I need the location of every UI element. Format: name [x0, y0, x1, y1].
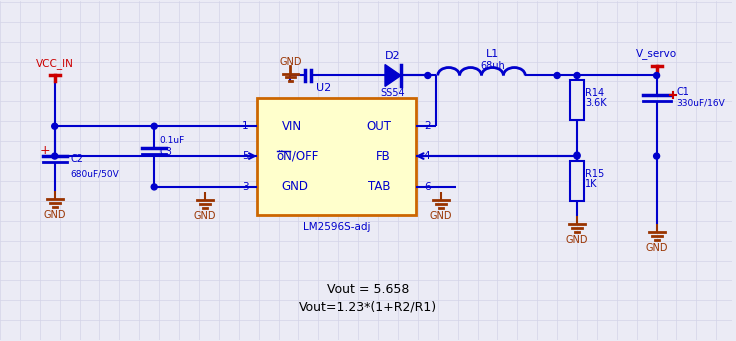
Text: GND: GND [43, 210, 66, 220]
Text: 5: 5 [242, 151, 249, 161]
Text: GND: GND [279, 57, 302, 66]
Text: +: + [40, 144, 50, 157]
Text: 680uF/50V: 680uF/50V [71, 169, 119, 178]
Bar [570, 80, 584, 120]
Circle shape [52, 153, 57, 159]
Circle shape [574, 152, 580, 158]
Circle shape [654, 73, 659, 78]
Text: U2: U2 [316, 84, 332, 93]
Text: 3: 3 [242, 182, 249, 192]
Text: C2: C2 [71, 154, 84, 164]
Text: SS54: SS54 [381, 88, 406, 99]
Circle shape [151, 184, 158, 190]
Text: 3.6K: 3.6K [585, 98, 606, 108]
Text: C3: C3 [159, 147, 172, 157]
Text: ŏN/OFF: ŏN/OFF [277, 150, 319, 163]
Text: 4: 4 [424, 151, 431, 161]
Text: TAB: TAB [369, 180, 391, 193]
Text: 0.1uF: 0.1uF [159, 136, 185, 145]
Polygon shape [385, 64, 401, 86]
Text: Vout = 5.658: Vout = 5.658 [327, 283, 409, 296]
Circle shape [52, 123, 57, 129]
Text: VCC_IN: VCC_IN [36, 58, 74, 69]
Text: R15: R15 [585, 169, 604, 179]
Circle shape [425, 73, 431, 78]
Text: V_servo: V_servo [636, 48, 677, 59]
Bar [257, 98, 416, 215]
Text: 2: 2 [424, 121, 431, 131]
Circle shape [654, 153, 659, 159]
Text: OUT: OUT [366, 120, 391, 133]
Text: GND: GND [645, 242, 668, 253]
Text: 68uh: 68uh [480, 61, 505, 71]
Text: VIN: VIN [282, 120, 302, 133]
Text: 1K: 1K [585, 179, 598, 189]
Circle shape [574, 73, 580, 78]
Text: 1: 1 [242, 121, 249, 131]
Text: LM2596S-adj: LM2596S-adj [302, 222, 370, 232]
Circle shape [151, 123, 158, 129]
Circle shape [574, 153, 580, 159]
Bar [570, 161, 584, 201]
Text: 6: 6 [424, 182, 431, 192]
Text: C1: C1 [676, 87, 690, 98]
Text: FB: FB [376, 150, 391, 163]
Text: GND: GND [430, 211, 452, 221]
Text: L1: L1 [486, 49, 499, 59]
Text: GND: GND [566, 235, 588, 244]
Text: D2: D2 [385, 50, 401, 61]
Text: Vout=1.23*(1+R2/R1): Vout=1.23*(1+R2/R1) [299, 301, 437, 314]
Text: 330uF/16V: 330uF/16V [676, 99, 725, 108]
Text: GND: GND [194, 211, 216, 221]
Circle shape [554, 73, 560, 78]
Text: R14: R14 [585, 88, 604, 99]
Text: GND: GND [282, 180, 308, 193]
